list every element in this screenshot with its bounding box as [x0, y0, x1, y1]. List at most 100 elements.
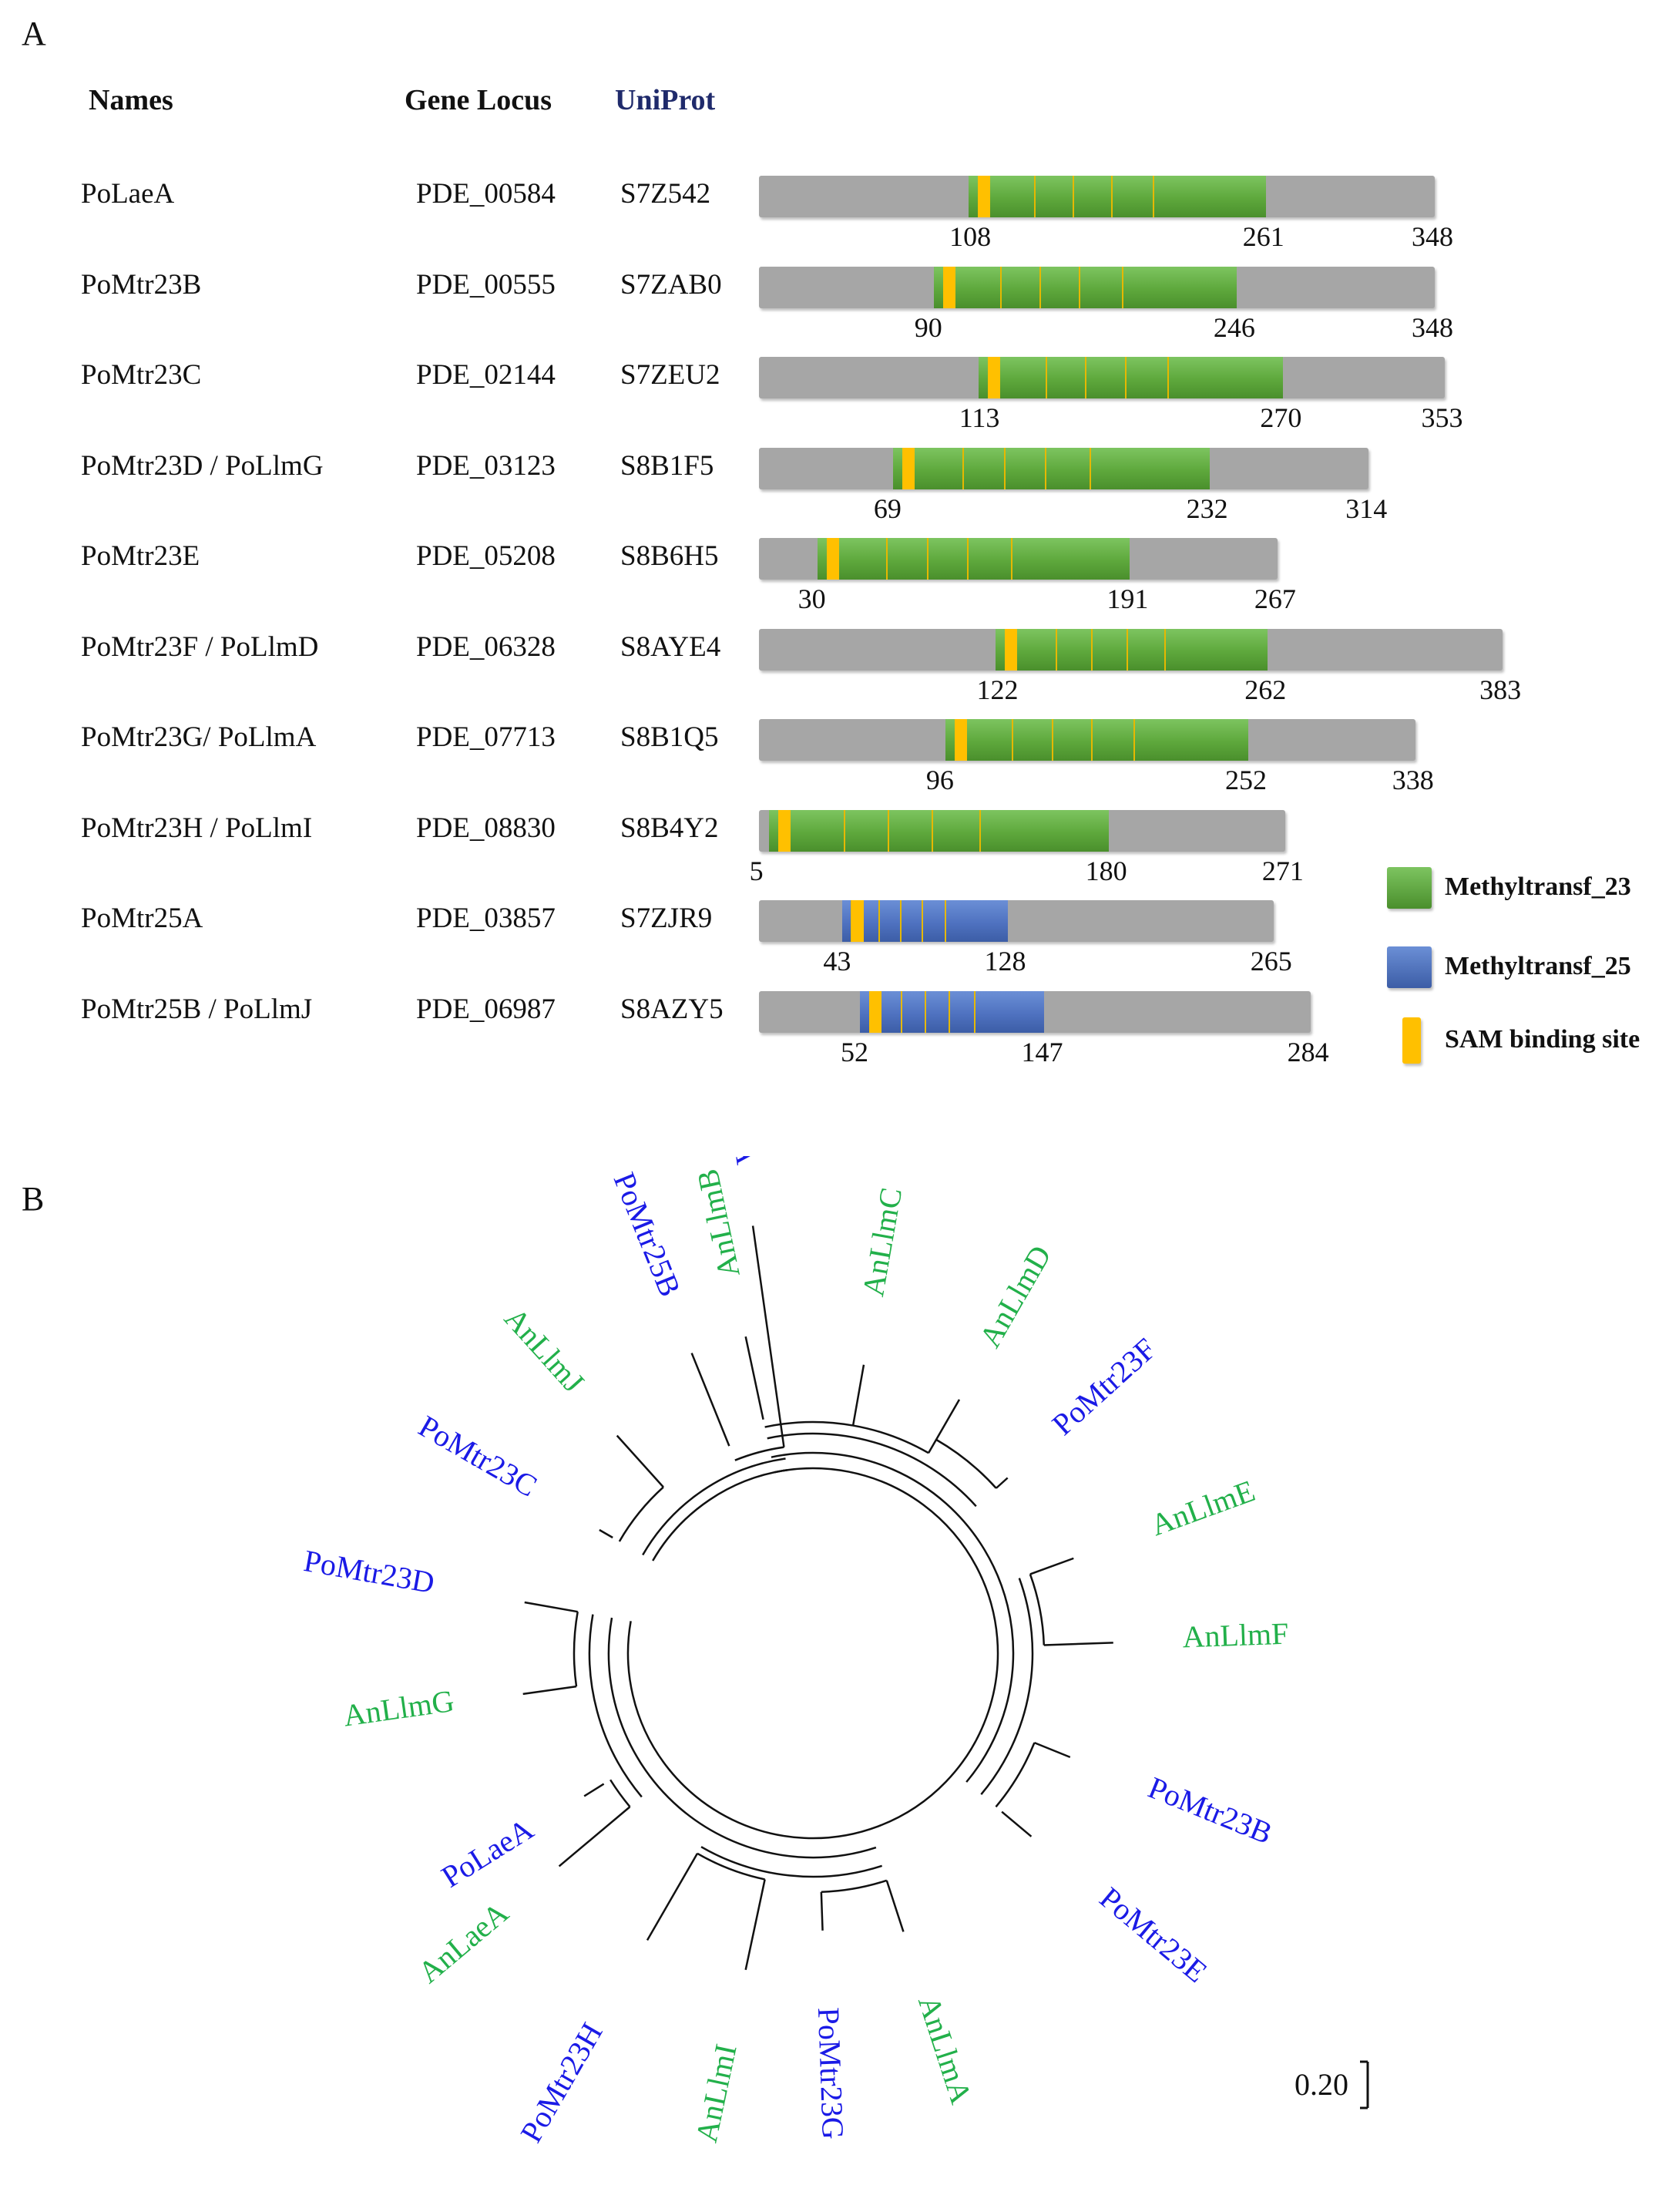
- domain-start-number: 113: [959, 402, 1000, 433]
- motif-line: [1089, 447, 1091, 489]
- legend-label-sam: SAM binding site: [1445, 1025, 1640, 1054]
- domain-end-number: 262: [1244, 674, 1287, 705]
- methyltransf-23-domain: [996, 628, 1268, 671]
- motif-line: [1121, 266, 1123, 308]
- motif-line: [974, 990, 976, 1033]
- motif-line: [932, 809, 934, 852]
- domain-start-number: 108: [949, 221, 992, 252]
- methyltransf-23-domain: [933, 266, 1237, 308]
- uniprot-id: S8AYE4: [620, 630, 721, 663]
- motif-line: [1079, 266, 1081, 308]
- domain-end-number: 270: [1260, 402, 1302, 433]
- motif-line: [1051, 719, 1053, 761]
- leaf-branch: [1001, 1810, 1033, 1837]
- domain-end-number: 232: [1186, 492, 1228, 524]
- legend-swatch-mt23: [1387, 867, 1432, 909]
- leaf-branch: [1033, 1741, 1071, 1759]
- protein-length-number: 383: [1479, 674, 1522, 705]
- leaf-branch: [885, 1880, 905, 1932]
- legend-swatch-sam: [1402, 1017, 1421, 1064]
- leaf-label: AnLlmC: [855, 1185, 908, 1299]
- leaf-branch: [1029, 1557, 1074, 1575]
- motif-line: [1090, 628, 1093, 671]
- methyltransf-23-domain: [817, 538, 1130, 580]
- motif-line: [1011, 538, 1013, 580]
- methyltransf-25-domain: [860, 990, 1045, 1033]
- domain-start-number: 5: [749, 855, 764, 886]
- panel-a-letter: A: [22, 15, 46, 52]
- leaf-label: PoLaeA: [435, 1811, 539, 1894]
- motif-line: [900, 990, 902, 1033]
- motif-line: [1164, 628, 1167, 671]
- gene-locus: PDE_06987: [416, 993, 556, 1025]
- domain-start-number: 96: [925, 765, 954, 795]
- motif-line: [1090, 719, 1093, 761]
- leaf-label: PoMtr23G: [811, 2007, 851, 2140]
- protein-length-number: 348: [1411, 221, 1453, 252]
- leaf-label: AnLaeA: [411, 1895, 515, 1990]
- motif-line: [1012, 719, 1014, 761]
- clade-arc: [821, 1879, 888, 1894]
- leaf-branch: [524, 1601, 578, 1613]
- domain-start-number: 30: [798, 583, 826, 614]
- leaf-branch: [690, 1353, 730, 1447]
- clade-arc: [995, 1742, 1036, 1808]
- protein-name: PoMtr23H / PoLlmI: [81, 812, 313, 844]
- gene-locus: PDE_00584: [416, 178, 556, 210]
- gene-locus: PDE_06328: [416, 630, 556, 663]
- clade-arc: [626, 1467, 999, 1840]
- motif-line: [948, 990, 950, 1033]
- leaf-branch: [851, 1364, 865, 1426]
- leaf-branch: [616, 1434, 664, 1488]
- uniprot-id: S8B1F5: [620, 449, 714, 482]
- protein-bar: [759, 538, 1278, 580]
- motif-line: [1133, 719, 1135, 761]
- protein-bar: [759, 719, 1415, 761]
- motif-line: [1167, 357, 1170, 398]
- motif-line: [1033, 176, 1036, 217]
- motif-line: [1073, 176, 1075, 217]
- protein-name: PoMtr23F / PoLlmD: [81, 630, 319, 663]
- sam-binding-site: [978, 176, 991, 217]
- domain-start-number: 90: [914, 311, 942, 343]
- uniprot-id: S7ZJR9: [620, 903, 713, 934]
- protein-bar: [759, 176, 1435, 217]
- leaf-label: PoMtr23B: [1143, 1770, 1277, 1851]
- domain-end-number: 261: [1242, 221, 1284, 252]
- leaf-label: AnLlmE: [1146, 1473, 1259, 1542]
- legend-label-mt23: Methyltransf_23: [1445, 872, 1631, 901]
- gene-locus: PDE_03857: [416, 903, 556, 934]
- leaf-branch: [583, 1783, 605, 1797]
- motif-line: [878, 900, 881, 942]
- domain-end-number: 128: [984, 946, 1026, 977]
- sam-binding-site: [826, 538, 839, 580]
- domain-start-number: 43: [823, 946, 851, 977]
- gene-locus: PDE_05208: [416, 540, 556, 572]
- leaf-label: AnLlmF: [1182, 1616, 1289, 1655]
- leaf-label: PoMtr23C: [413, 1408, 543, 1503]
- protein-name: PoMtr23G/ PoLlmA: [81, 721, 317, 753]
- protein-bar: [759, 990, 1311, 1033]
- tree-branches: [522, 1225, 1113, 1971]
- leaf-branch: [927, 1399, 961, 1454]
- leaf-branch: [599, 1528, 613, 1539]
- motif-line: [1126, 628, 1128, 671]
- header-uniprot: UniProt: [615, 84, 716, 116]
- sam-binding-site: [987, 357, 1000, 398]
- gene-locus: PDE_07713: [416, 721, 556, 753]
- header-names: Names: [89, 84, 173, 116]
- protein-length-number: 284: [1287, 1036, 1329, 1067]
- leaf-branch: [751, 1225, 785, 1447]
- protein-length-number: 265: [1250, 946, 1292, 977]
- motif-line: [922, 900, 924, 942]
- panel-b-letter: B: [22, 1180, 45, 1218]
- motif-line: [843, 809, 845, 852]
- methyltransf-23-domain: [969, 176, 1266, 217]
- leaf-branch: [995, 1477, 1009, 1489]
- leaf-label: PoMtr23D: [301, 1543, 437, 1600]
- uniprot-id: S8AZY5: [620, 993, 724, 1025]
- gene-locus: PDE_02144: [416, 359, 556, 391]
- leaf-label: PoMtr25A: [712, 1156, 764, 1167]
- motif-line: [1111, 176, 1113, 217]
